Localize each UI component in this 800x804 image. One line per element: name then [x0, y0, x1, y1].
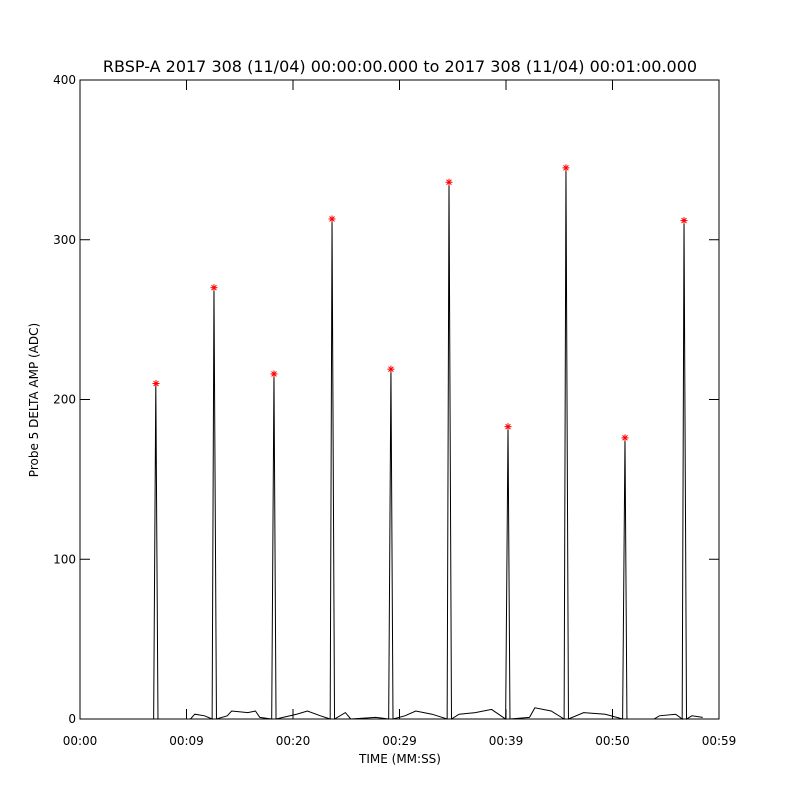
- peak-stroke: [446, 179, 452, 186]
- peak-stroke: [388, 366, 394, 372]
- y-tick-label: 0: [68, 712, 76, 726]
- peak-stroke: [622, 435, 628, 441]
- peak-marker: [152, 380, 160, 388]
- y-tick-label: 300: [53, 233, 76, 247]
- peak-marker: [504, 423, 512, 431]
- peak-stroke: [505, 423, 511, 430]
- x-tick-label: 00:50: [595, 734, 630, 748]
- peak-stroke: [329, 216, 335, 222]
- peak-stroke: [271, 371, 277, 377]
- chart-title: RBSP-A 2017 308 (11/04) 00:00:00.000 to …: [103, 57, 697, 76]
- peak-marker: [562, 164, 570, 172]
- peak-stroke: [153, 380, 159, 387]
- peak-stroke: [211, 284, 217, 291]
- y-tick-label: 100: [53, 552, 76, 566]
- x-tick-label: 00:29: [382, 734, 417, 748]
- data-line: [80, 167, 703, 720]
- y-axis-label: Probe 5 DELTA AMP (ADC): [27, 323, 41, 477]
- x-tick-label: 00:20: [276, 734, 311, 748]
- y-tick-label: 400: [53, 73, 76, 87]
- peak-marker: [680, 217, 688, 225]
- y-tick-label: 200: [53, 393, 76, 407]
- x-tick-label: 00:39: [489, 734, 524, 748]
- peak-marker: [328, 215, 336, 223]
- x-tick-label: 00:00: [63, 734, 98, 748]
- peak-marker: [210, 284, 218, 292]
- peak-marker: [445, 178, 453, 186]
- peak-stroke: [563, 165, 569, 171]
- peak-marker: [387, 365, 395, 373]
- x-axis-label: TIME (MM:SS): [358, 752, 441, 766]
- peak-stroke: [681, 217, 687, 224]
- peak-marker: [270, 370, 278, 378]
- x-tick-label: 00:59: [702, 734, 737, 748]
- x-tick-label: 00:09: [169, 734, 204, 748]
- peak-marker: [621, 434, 629, 442]
